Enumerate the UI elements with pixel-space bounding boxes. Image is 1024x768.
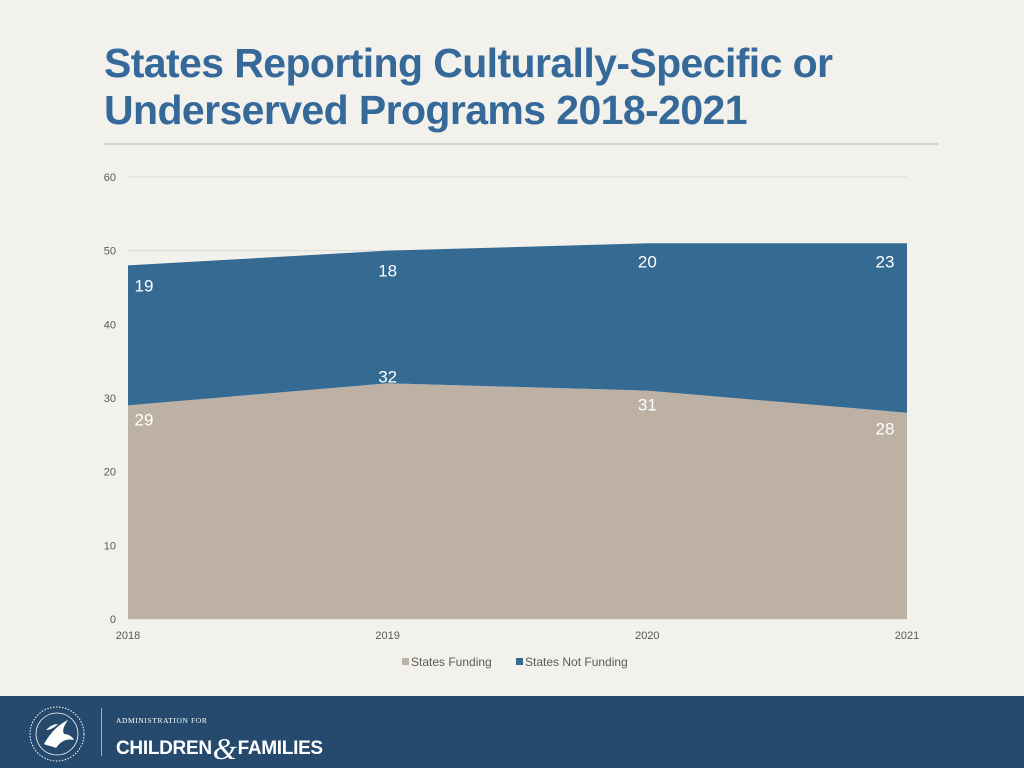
data-label-states-funding-2021: 28 xyxy=(876,420,895,439)
x-tick-label-2020: 2020 xyxy=(635,630,659,642)
slide-title: States Reporting Culturally-Specific or … xyxy=(104,40,833,133)
area-states-funding xyxy=(128,383,907,619)
data-label-states-funding-2020: 31 xyxy=(638,396,657,415)
title-divider xyxy=(104,143,938,145)
data-label-states-funding-2018: 29 xyxy=(135,410,154,429)
stacked-area-chart: 0 10 20 30 40 50 60 29 32 31 28 19 18 20 23 2018 2019 202… xyxy=(104,172,919,669)
y-tick-label-30: 30 xyxy=(104,393,116,405)
hhs-eagle-seal-icon xyxy=(29,706,85,762)
agency-name-top: ADMINISTRATION FOR xyxy=(116,716,208,725)
legend-swatch-states-funding xyxy=(402,658,409,665)
data-label-states-not-funding-2020: 20 xyxy=(638,252,657,271)
data-label-states-not-funding-2021: 23 xyxy=(876,252,895,271)
footer-bar: ADMINISTRATION FOR CHILDREN&FAMILIES xyxy=(0,696,1024,768)
data-label-states-not-funding-2019: 18 xyxy=(378,262,397,281)
footer-divider xyxy=(101,708,102,756)
y-tick-label-20: 20 xyxy=(104,467,116,479)
agency-ampersand: & xyxy=(212,731,237,766)
agency-name-right: FAMILIES xyxy=(237,738,324,759)
x-tick-label-2021: 2021 xyxy=(895,630,919,642)
legend-label-states-funding: States Funding xyxy=(411,655,492,669)
y-tick-label-0: 0 xyxy=(110,614,116,626)
y-tick-label-50: 50 xyxy=(104,246,116,258)
y-tick-label-60: 60 xyxy=(104,172,116,184)
y-tick-label-40: 40 xyxy=(104,319,116,331)
x-tick-label-2018: 2018 xyxy=(116,630,140,642)
x-tick-label-2019: 2019 xyxy=(375,630,399,642)
agency-name-left: CHILDREN xyxy=(116,738,212,759)
legend-label-states-not-funding: States Not Funding xyxy=(525,655,628,669)
data-label-states-not-funding-2018: 19 xyxy=(135,276,154,295)
agency-name: CHILDREN&FAMILIES xyxy=(116,726,324,766)
data-label-states-funding-2019: 32 xyxy=(378,367,397,386)
y-tick-label-10: 10 xyxy=(104,540,116,552)
legend-swatch-states-not-funding xyxy=(516,658,523,665)
area-states-not-funding xyxy=(128,243,907,413)
